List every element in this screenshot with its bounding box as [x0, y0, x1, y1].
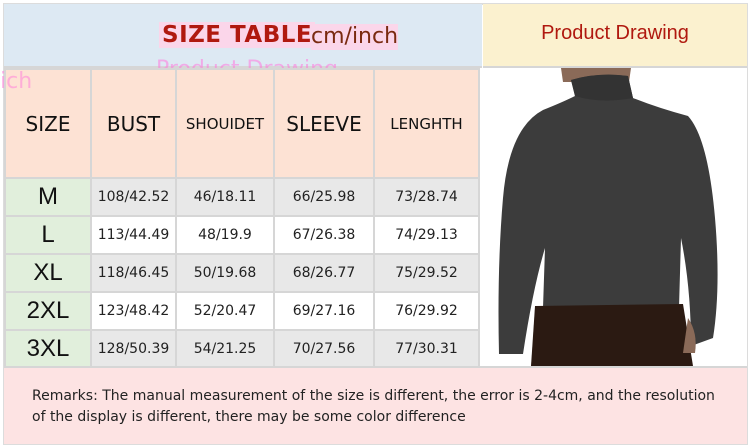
size-table-title: SIZE TABLE	[159, 22, 316, 48]
length-cell: 73/28.74	[373, 177, 480, 217]
product-drawing-title: Product Drawing	[541, 22, 689, 44]
column-header-bust: BUST	[90, 68, 177, 179]
length-cell: 77/30.31	[373, 329, 480, 369]
table-header-row: SIZE BUST SHOUIDET SLEEVE LENGHTH	[4, 68, 480, 179]
shoulder-cell: 50/19.68	[175, 253, 275, 293]
shoulder-cell: 46/18.11	[175, 177, 275, 217]
sleeve-cell: 67/26.38	[273, 215, 375, 255]
sleeve-cell: 69/27.16	[273, 291, 375, 331]
shoulder-cell: 52/20.47	[175, 291, 275, 331]
table-row: L 113/44.49 48/19.9 67/26.38 74/29.13	[4, 215, 480, 255]
table-row: XL 118/46.45 50/19.68 68/26.77 75/29.52	[4, 253, 480, 293]
column-header-shoulder: SHOUIDET	[175, 68, 275, 179]
size-cell: 2XL	[4, 291, 92, 331]
bust-cell: 123/48.42	[90, 291, 177, 331]
length-cell: 74/29.13	[373, 215, 480, 255]
size-cell: M	[4, 177, 92, 217]
size-cell: XL	[4, 253, 92, 293]
bust-cell: 128/50.39	[90, 329, 177, 369]
column-header-length: LENGHTH	[373, 68, 480, 179]
shirt-illustration	[483, 68, 747, 366]
size-cell: 3XL	[4, 329, 92, 369]
table-row: M 108/42.52 46/18.11 66/25.98 73/28.74	[4, 177, 480, 217]
unit-label: cm/inch	[311, 24, 399, 50]
length-cell: 75/29.52	[373, 253, 480, 293]
size-table: SIZE BUST SHOUIDET SLEEVE LENGHTH M 108/…	[4, 68, 480, 369]
sleeve-cell: 70/27.56	[273, 329, 375, 369]
sleeve-cell: 68/26.77	[273, 253, 375, 293]
trousers	[531, 304, 693, 366]
remarks-text: Remarks: The manual measurement of the s…	[4, 366, 747, 444]
shoulder-cell: 48/19.9	[175, 215, 275, 255]
length-cell: 76/29.92	[373, 291, 480, 331]
shirt-collar	[571, 74, 633, 101]
shoulder-cell: 54/21.25	[175, 329, 275, 369]
bust-cell: 113/44.49	[90, 215, 177, 255]
bust-cell: 118/46.45	[90, 253, 177, 293]
overlay-artifact-text-left: ich	[0, 69, 33, 94]
sleeve-cell: 66/25.98	[273, 177, 375, 217]
column-header-sleeve: SLEEVE	[273, 68, 375, 179]
size-table-header: SIZE TABLE cm/inch Product Drawing	[4, 4, 482, 82]
shirt-body	[498, 74, 718, 355]
table-row: 2XL 123/48.42 52/20.47 69/27.16 76/29.92	[4, 291, 480, 331]
bust-cell: 108/42.52	[90, 177, 177, 217]
column-header-size: SIZE	[4, 68, 92, 179]
product-drawing-header: Product Drawing	[483, 4, 747, 68]
model-hand	[683, 318, 696, 353]
size-cell: L	[4, 215, 92, 255]
table-row: 3XL 128/50.39 54/21.25 70/27.56 77/30.31	[4, 329, 480, 369]
product-photo	[483, 68, 747, 366]
